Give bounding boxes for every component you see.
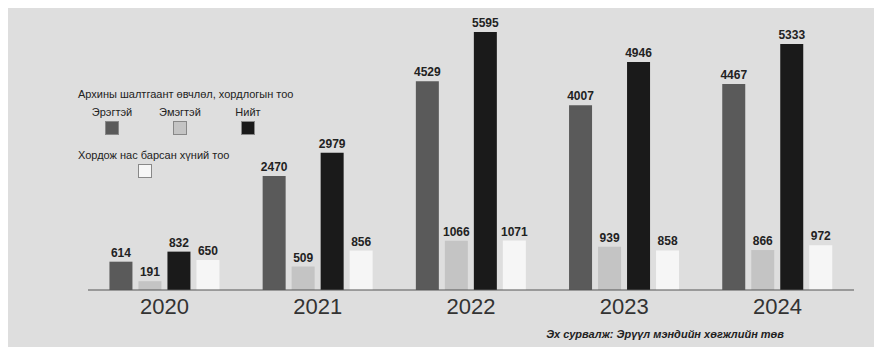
html-text:Эмэгтэй: Эмэгтэй <box>159 106 201 118</box>
svg-text:2020: 2020 <box>140 294 189 319</box>
svg-text:4529: 4529 <box>414 65 441 79</box>
svg-text:509: 509 <box>293 251 313 265</box>
svg-text:939: 939 <box>600 231 620 245</box>
html-text:Архины шалтгаант өвчлөл, хордл: Архины шалтгаант өвчлөл, хордлогын тоо <box>78 88 294 100</box>
svg-text:4467: 4467 <box>720 68 747 82</box>
svg-text:5595: 5595 <box>472 16 499 30</box>
html-text:Эх сурвалж: Эрүүл мэндийн хөгж: Эх сурвалж: Эрүүл мэндийн хөгжлийн төв <box>546 328 784 340</box>
svg-text:5333: 5333 <box>778 28 805 42</box>
svg-text:2022: 2022 <box>447 294 496 319</box>
svg-text:972: 972 <box>811 229 831 243</box>
svg-text:650: 650 <box>198 244 218 258</box>
svg-text:1066: 1066 <box>443 225 470 239</box>
svg-text:866: 866 <box>753 234 773 248</box>
svg-text:832: 832 <box>169 236 189 250</box>
svg-text:4007: 4007 <box>567 89 594 103</box>
svg-text:2023: 2023 <box>600 294 649 319</box>
svg-text:614: 614 <box>111 246 131 260</box>
svg-text:856: 856 <box>351 235 371 249</box>
svg-text:858: 858 <box>658 234 678 248</box>
html-text:Нийт: Нийт <box>235 106 261 118</box>
svg-text:2021: 2021 <box>293 294 342 319</box>
svg-text:2470: 2470 <box>261 160 288 174</box>
svg-text:4946: 4946 <box>625 46 652 60</box>
svg-text:191: 191 <box>140 265 160 279</box>
html-text:Хордож нас барсан хүний тоо: Хордож нас барсан хүний тоо <box>78 149 230 161</box>
svg-text:1071: 1071 <box>501 225 528 239</box>
svg-text:2979: 2979 <box>319 137 346 151</box>
svg-text:2024: 2024 <box>753 294 802 319</box>
html-text:Эрэгтэй: Эрэгтэй <box>91 106 133 118</box>
